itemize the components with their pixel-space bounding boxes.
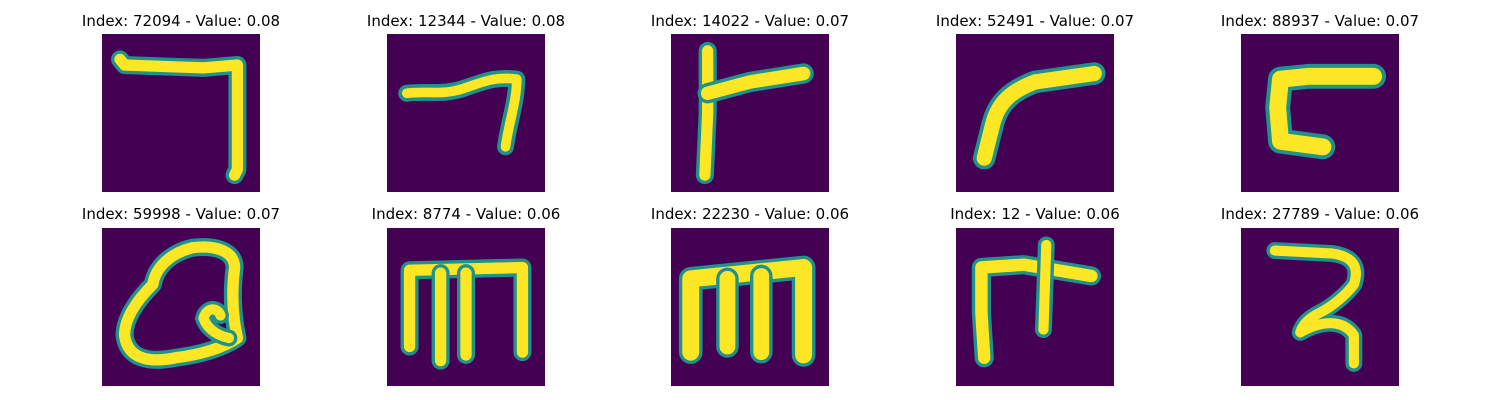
panel-title-2: Index: 12344 - Value: 0.08 xyxy=(366,12,566,30)
glyph-image-5 xyxy=(1241,34,1399,192)
glyph-image-3 xyxy=(671,34,829,192)
panel-title-7: Index: 8774 - Value: 0.06 xyxy=(371,205,561,223)
glyph-image-7 xyxy=(387,228,545,386)
glyph-image-8 xyxy=(671,228,829,386)
glyph-image-1 xyxy=(102,34,260,192)
panel-title-1: Index: 72094 - Value: 0.08 xyxy=(81,12,281,30)
glyph-image-10 xyxy=(1241,228,1399,386)
glyph-image-4 xyxy=(956,34,1114,192)
panel-title-8: Index: 22230 - Value: 0.06 xyxy=(650,205,850,223)
glyph-image-6 xyxy=(102,228,260,386)
panel-title-10: Index: 27789 - Value: 0.06 xyxy=(1220,205,1420,223)
glyph-image-9 xyxy=(956,228,1114,386)
panel-title-5: Index: 88937 - Value: 0.07 xyxy=(1220,12,1420,30)
panel-title-6: Index: 59998 - Value: 0.07 xyxy=(81,205,281,223)
glyph-image-2 xyxy=(387,34,545,192)
panel-title-9: Index: 12 - Value: 0.06 xyxy=(950,205,1120,223)
panel-title-4: Index: 52491 - Value: 0.07 xyxy=(935,12,1135,30)
panel-title-3: Index: 14022 - Value: 0.07 xyxy=(650,12,850,30)
